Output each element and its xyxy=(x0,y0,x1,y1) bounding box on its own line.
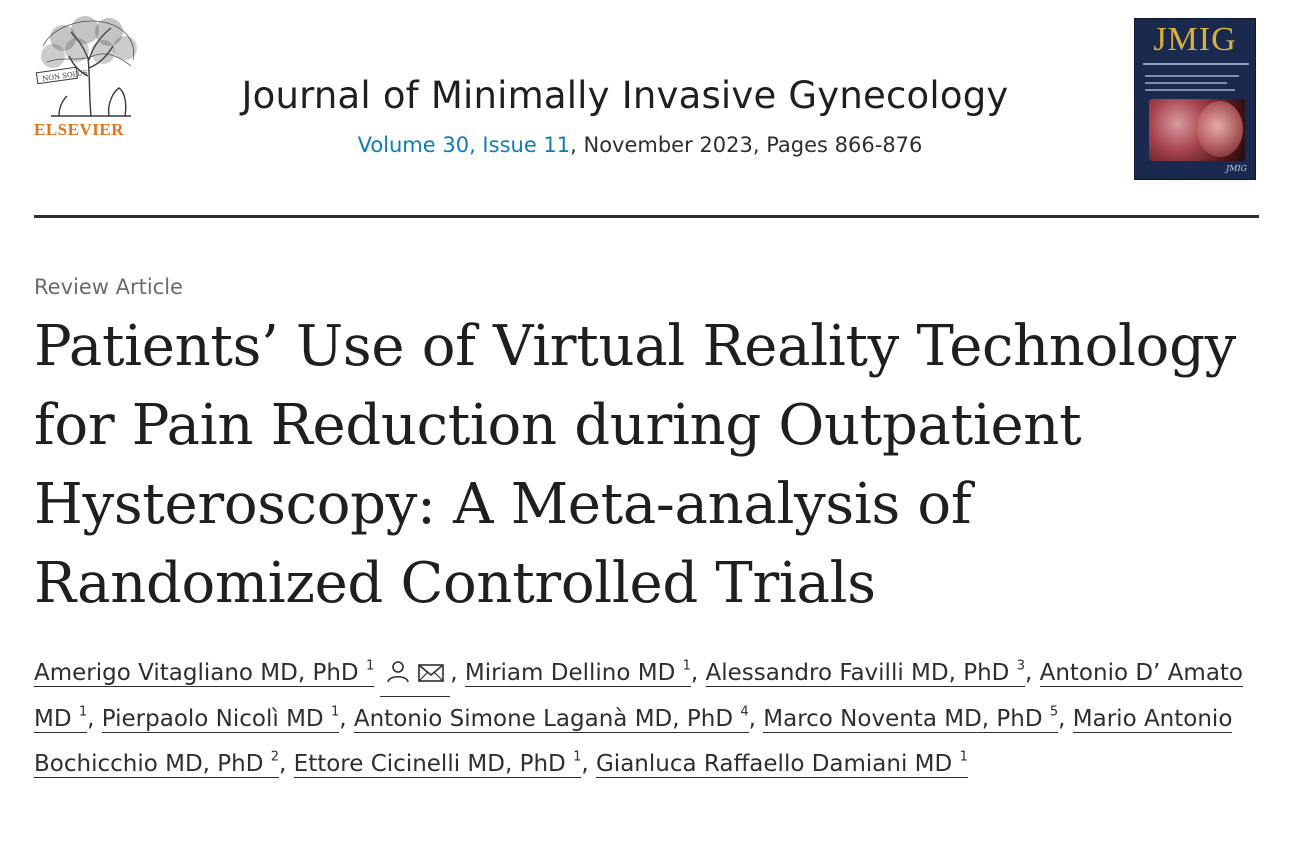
author-name: Gianluca Raffaello Damiani MD xyxy=(595,751,953,777)
author-name: Antonio Simone Laganà MD, PhD xyxy=(353,706,734,732)
affiliation-marker: 1 xyxy=(573,749,582,765)
author-link[interactable]: Gianluca Raffaello Damiani MD 1 xyxy=(595,749,968,778)
affiliation-marker: 1 xyxy=(78,704,88,720)
cover-image-detail xyxy=(1197,101,1243,157)
author-name: Ettore Cicinelli MD, PhD xyxy=(293,751,566,777)
author-list: Amerigo Vitagliano MD, PhD 1, Miriam Del… xyxy=(34,651,1262,787)
author-name: Amerigo Vitagliano MD, PhD xyxy=(34,660,359,686)
author-separator: , xyxy=(1024,660,1040,686)
publisher-name: ELSEVIER xyxy=(34,120,124,139)
affiliation-marker: 1 xyxy=(330,704,340,720)
elsevier-tree-logo[interactable]: NON SOLUS xyxy=(33,16,143,140)
article-type: Review Article xyxy=(34,275,183,299)
affiliation-marker: 3 xyxy=(1016,658,1025,674)
author-separator: , xyxy=(748,706,764,732)
header-divider xyxy=(34,215,1259,218)
affiliation-marker: 1 xyxy=(365,658,375,674)
issue-info: Volume 30, Issue 11, November 2023, Page… xyxy=(250,133,1030,157)
tree-logo-icon: NON SOLUS xyxy=(35,16,137,117)
author-link[interactable]: Amerigo Vitagliano MD, PhD 1 xyxy=(34,658,375,687)
author-link[interactable]: Antonio D’ Amato MD 1 xyxy=(34,660,1243,733)
cover-divider xyxy=(1143,63,1249,65)
author-separator: , xyxy=(279,751,294,777)
journal-title[interactable]: Journal of Minimally Invasive Gynecology xyxy=(241,74,1009,117)
journal-cover[interactable]: JMIG JMIG xyxy=(1134,18,1256,180)
author-link[interactable]: Pierpaolo Nicolì MD 1 xyxy=(101,704,340,733)
author-link[interactable]: Miriam Dellino MD 1 xyxy=(464,658,691,687)
affiliation-marker: 4 xyxy=(740,704,749,720)
affiliation-marker: 2 xyxy=(270,749,280,765)
issue-date-pages: , November 2023, Pages 866-876 xyxy=(570,133,923,157)
person-icon xyxy=(386,660,410,686)
article-title: Patients’ Use of Virtual Reality Technol… xyxy=(34,314,1236,616)
author-separator: , xyxy=(87,706,102,732)
author-link[interactable]: Alessandro Favilli MD, PhD 3 xyxy=(705,658,1025,687)
author-name: Pierpaolo Nicolì MD xyxy=(101,706,324,732)
affiliation-marker: 5 xyxy=(1049,704,1059,720)
author-separator: , xyxy=(450,660,465,686)
author-name: Alessandro Favilli MD, PhD xyxy=(705,660,1010,686)
author-link[interactable]: Marco Noventa MD, PhD 5 xyxy=(763,704,1059,733)
author-name: Mario Antonio Bochicchio MD, PhD xyxy=(34,706,1233,777)
affiliation-marker: 1 xyxy=(959,749,968,765)
author-name: Antonio D’ Amato MD xyxy=(34,660,1243,732)
author-separator: , xyxy=(339,706,354,732)
author-name: Miriam Dellino MD xyxy=(464,660,676,686)
affiliation-marker: 1 xyxy=(682,658,691,674)
author-name: Marco Noventa MD, PhD xyxy=(763,706,1043,732)
cover-title: JMIG xyxy=(1153,21,1237,58)
cover-text-lines xyxy=(1145,75,1247,96)
author-separator: , xyxy=(690,660,706,686)
cover-signature: JMIG xyxy=(1226,164,1247,173)
volume-issue-link[interactable]: Volume 30, Issue 11 xyxy=(357,133,571,157)
author-separator: , xyxy=(581,751,596,777)
author-link[interactable]: Ettore Cicinelli MD, PhD 1 xyxy=(293,749,582,778)
author-link[interactable]: Mario Antonio Bochicchio MD, PhD 2 xyxy=(34,706,1233,778)
author-separator: , xyxy=(1058,706,1073,732)
author-link[interactable]: Antonio Simone Laganà MD, PhD 4 xyxy=(353,704,749,733)
corresponding-author-icons[interactable] xyxy=(380,651,451,697)
email-icon xyxy=(418,660,445,686)
